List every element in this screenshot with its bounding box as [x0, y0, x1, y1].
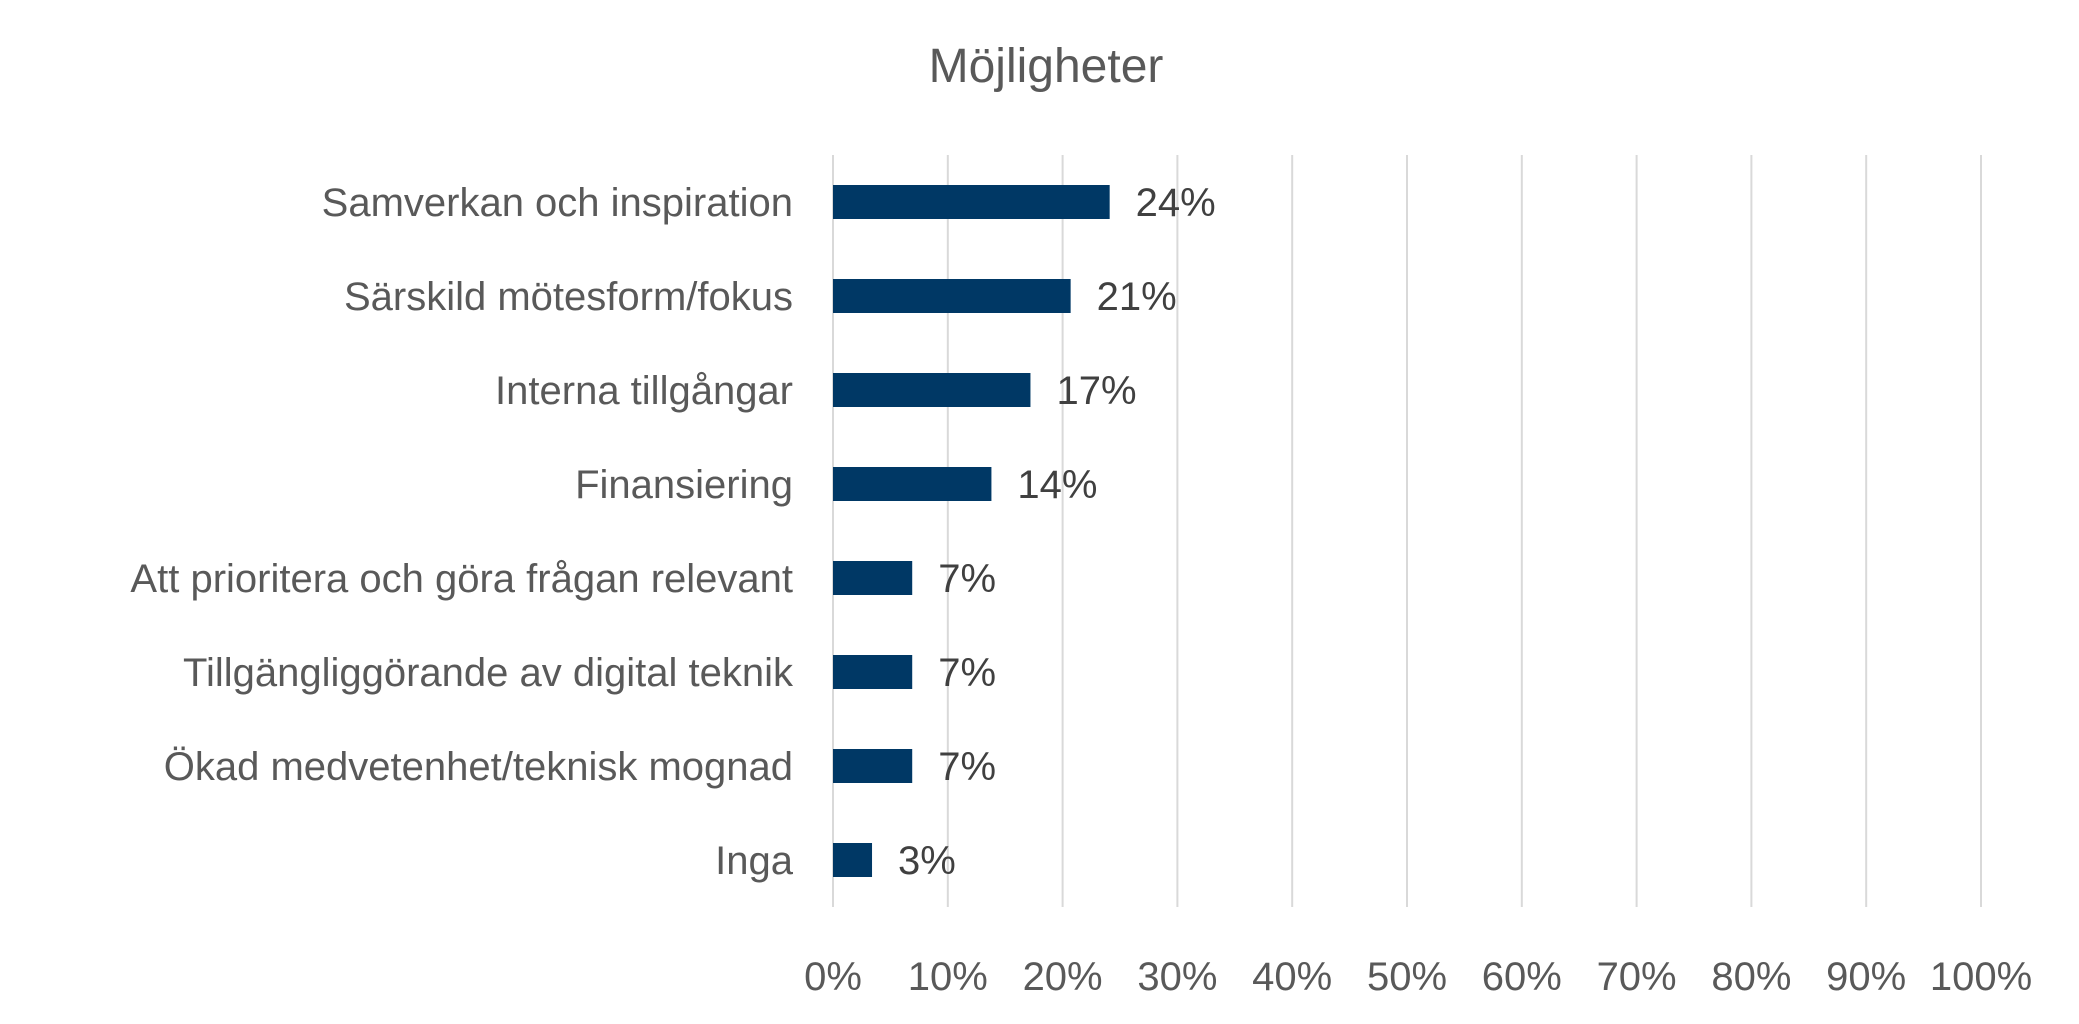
x-tick-label: 70%	[1597, 955, 1677, 999]
data-label: 14%	[1017, 463, 1097, 507]
x-tick-label: 0%	[804, 955, 862, 999]
category-label: Tillgängliggörande av digital teknik	[183, 651, 794, 695]
category-label: Finansiering	[575, 463, 793, 507]
bars	[833, 185, 1110, 877]
bar	[833, 843, 873, 877]
bar	[833, 373, 1031, 407]
category-labels: Samverkan och inspiration Särskild mötesf…	[130, 181, 794, 883]
x-axis-tick-labels: 0% 10% 20% 30% 40% 50% 60% 70% 80% 90% 100%	[804, 955, 2032, 999]
data-label: 21%	[1097, 275, 1177, 319]
bar	[833, 561, 913, 595]
bar	[833, 185, 1110, 219]
category-label: Särskild mötesform/fokus	[344, 275, 793, 319]
data-label: 7%	[938, 557, 996, 601]
category-label: Interna tillgångar	[495, 369, 793, 413]
x-tick-label: 90%	[1826, 955, 1906, 999]
category-label: Samverkan och inspiration	[322, 181, 793, 225]
category-label: Att prioritera och göra frågan relevant	[130, 557, 793, 601]
x-tick-label: 60%	[1482, 955, 1562, 999]
data-labels: 24% 21% 17% 14% 7% 7% 7% 3%	[898, 181, 1216, 883]
category-label: Ökad medvetenhet/teknisk mognad	[164, 745, 793, 789]
bar	[833, 749, 913, 783]
data-label: 7%	[938, 745, 996, 789]
x-tick-label: 50%	[1367, 955, 1447, 999]
gridlines	[832, 155, 1982, 907]
data-label: 17%	[1056, 369, 1136, 413]
bar	[833, 467, 992, 501]
data-label: 3%	[898, 839, 956, 883]
x-tick-label: 40%	[1252, 955, 1332, 999]
x-tick-label: 80%	[1711, 955, 1791, 999]
bar	[833, 655, 913, 689]
x-tick-label: 30%	[1137, 955, 1217, 999]
data-label: 24%	[1136, 181, 1216, 225]
category-label: Inga	[715, 839, 794, 883]
data-label: 7%	[938, 651, 996, 695]
bar	[833, 279, 1071, 313]
x-tick-label: 10%	[908, 955, 988, 999]
x-tick-label: 100%	[1930, 955, 2032, 999]
x-tick-label: 20%	[1023, 955, 1103, 999]
chart-title: Möjligheter	[929, 40, 1164, 93]
